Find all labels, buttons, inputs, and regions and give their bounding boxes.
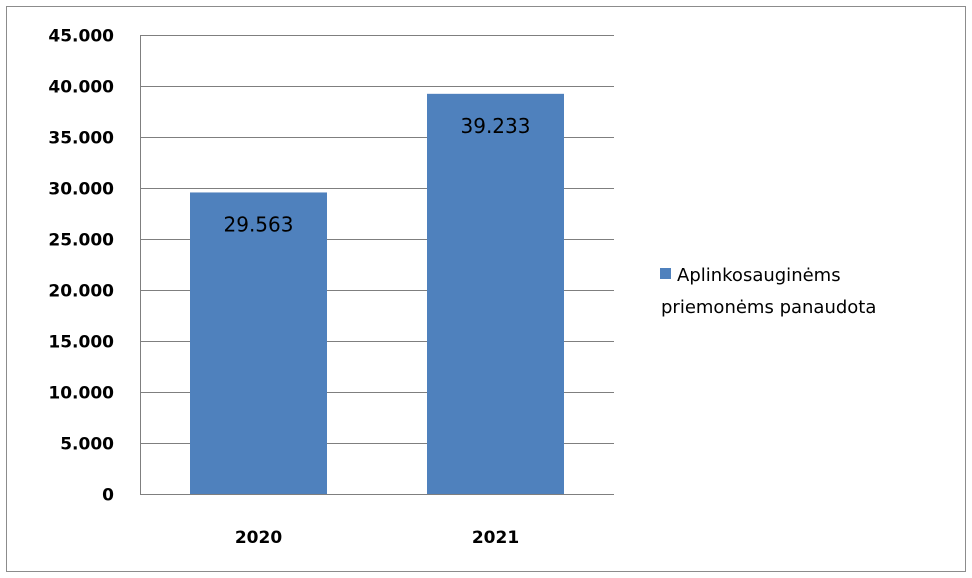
y-tick-label: 40.000 bbox=[48, 78, 114, 98]
y-tick-label: 10.000 bbox=[48, 384, 114, 404]
data-label: 29.563 bbox=[224, 212, 294, 236]
legend-swatch bbox=[660, 268, 671, 279]
y-tick-label: 35.000 bbox=[48, 129, 114, 149]
bars bbox=[190, 93, 564, 495]
y-tick-label: 15.000 bbox=[48, 333, 114, 353]
data-label: 39.233 bbox=[461, 114, 531, 138]
y-tick-label: 5.000 bbox=[60, 435, 114, 455]
bar bbox=[427, 93, 564, 495]
data-labels: 29.563 39.233 bbox=[224, 114, 531, 237]
y-tick-label: 45.000 bbox=[48, 27, 114, 47]
y-tick-label: 30.000 bbox=[48, 180, 114, 200]
x-tick-label: 2020 bbox=[235, 528, 282, 548]
x-tick-label: 2021 bbox=[472, 528, 519, 548]
legend-label-line-2: priemonėms panaudota bbox=[661, 297, 876, 318]
legend-label-line-1: Aplinkosauginėms bbox=[677, 265, 841, 286]
x-axis-ticks: 2020 2021 bbox=[235, 528, 519, 548]
y-tick-label: 20.000 bbox=[48, 282, 114, 302]
legend: Aplinkosauginėms priemonėms panaudota bbox=[660, 265, 876, 318]
y-tick-label: 25.000 bbox=[48, 231, 114, 251]
y-axis-ticks: 0 5.000 10.000 15.000 20.000 25.000 30.000 35.0… bbox=[48, 27, 114, 506]
y-tick-label: 0 bbox=[102, 486, 114, 506]
bar bbox=[190, 192, 327, 494]
